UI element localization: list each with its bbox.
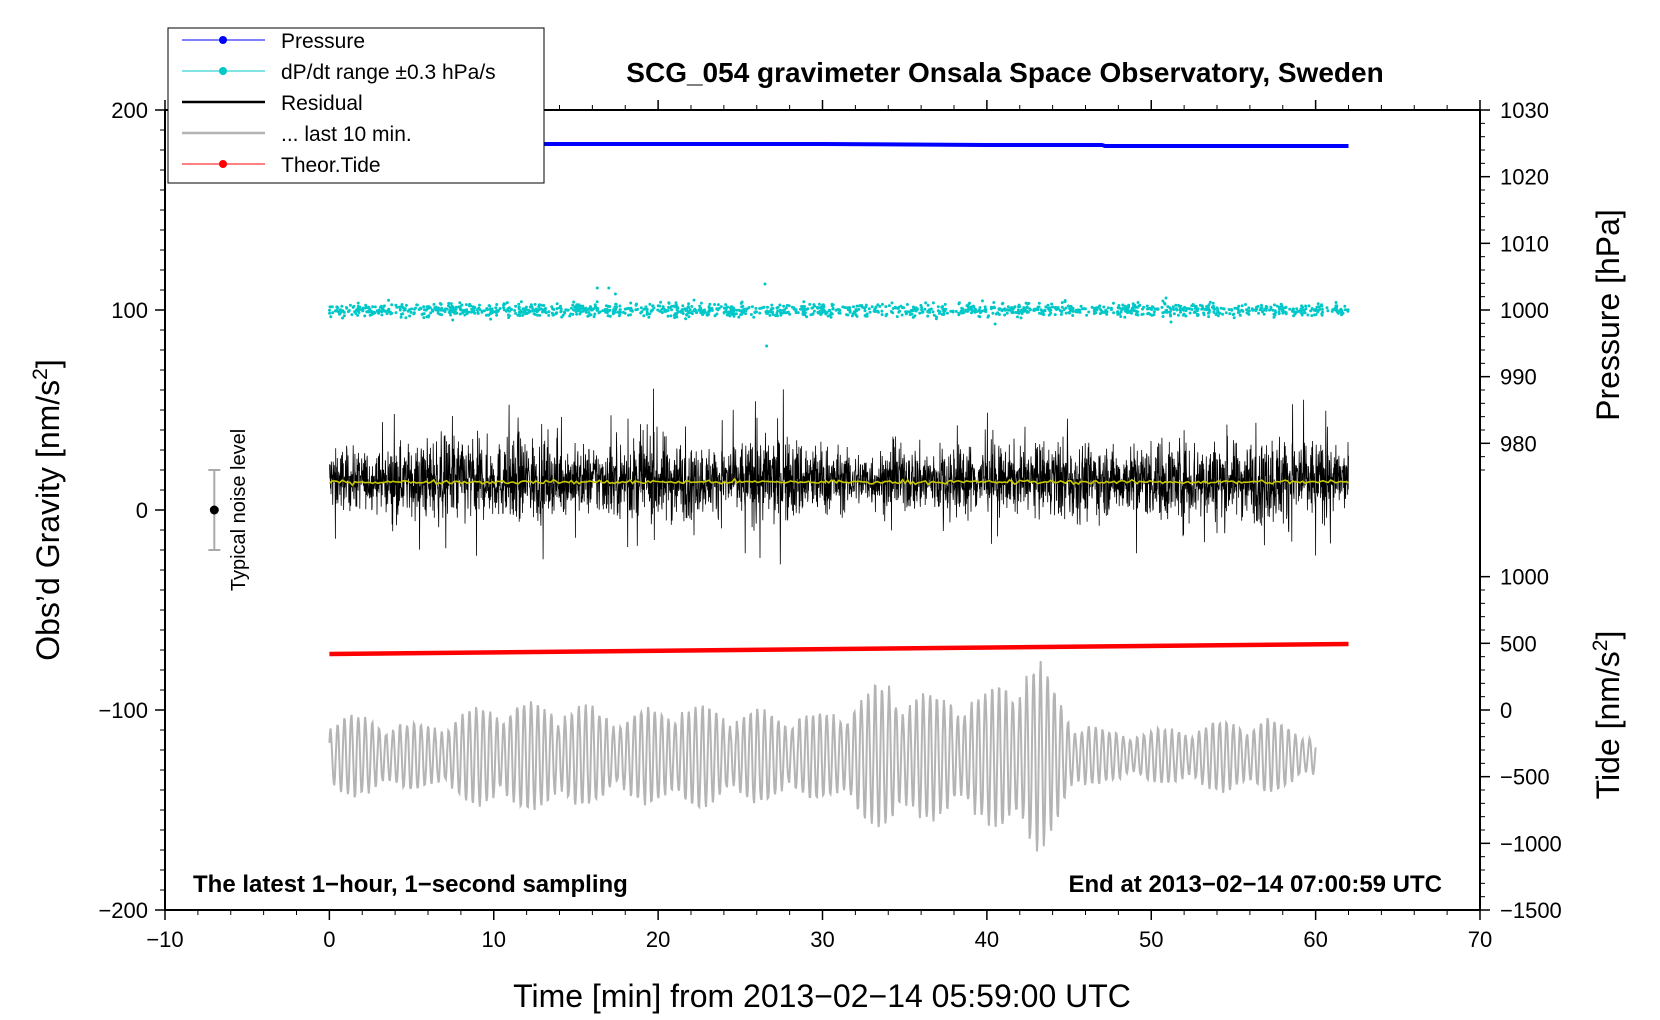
- pressure-tick-label: 1010: [1500, 231, 1549, 256]
- x-tick-label: 50: [1139, 927, 1163, 952]
- x-tick-label: −10: [146, 927, 183, 952]
- x-tick-label: 60: [1303, 927, 1327, 952]
- legend-label: Theor.Tide: [281, 154, 381, 177]
- tide-tick-label: 0: [1500, 698, 1512, 723]
- tide-tick-label: 500: [1500, 631, 1537, 656]
- pressure-line: [329, 142, 1349, 148]
- y-tick-label: −200: [98, 898, 148, 923]
- legend-label: Pressure: [281, 30, 365, 53]
- series-layer: [328, 142, 1350, 852]
- x-tick-label: 70: [1468, 927, 1492, 952]
- tide-tick-label: 1000: [1500, 565, 1549, 590]
- pressure-tick-label: 1030: [1500, 98, 1549, 123]
- y-tick-label: 200: [111, 98, 148, 123]
- residual-line: [329, 388, 1349, 565]
- noise-label: Typical noise level: [228, 429, 250, 591]
- x-tick-label: 30: [810, 927, 834, 952]
- x-tick-label: 10: [482, 927, 506, 952]
- legend-label: Residual: [281, 92, 363, 115]
- y-tick-label: −100: [98, 698, 148, 723]
- y-axis-title-main: Obs’d Gravity [nm/s: [30, 380, 66, 661]
- y-axis-title: Obs’d Gravity [nm/s2]: [29, 359, 66, 661]
- note-left: The latest 1−hour, 1−second sampling: [193, 871, 628, 898]
- tide-tick-label: −500: [1500, 765, 1550, 790]
- tide-axis-title-main: Tide [nm/s: [1590, 651, 1626, 799]
- chart-title: SCG_054 gravimeter Onsala Space Observat…: [626, 57, 1383, 88]
- pressure-tick-label: 1000: [1500, 298, 1549, 323]
- x-tick-label: 20: [646, 927, 670, 952]
- tide-axis-title-end: ]: [1590, 631, 1626, 640]
- legend-marker: [219, 36, 227, 44]
- y-tick-label: 0: [136, 498, 148, 523]
- last-10min-line: [328, 661, 1317, 852]
- x-axis-title: Time [min] from 2013−02−14 05:59:00 UTC: [513, 978, 1131, 1014]
- legend-label: ... last 10 min.: [281, 123, 412, 146]
- axes-layer: −10 0 10 20 30 40 50 60 70−200−10001002009809901…: [98, 98, 1561, 952]
- legend-label: dP/dt range ±0.3 hPa/s: [281, 61, 496, 84]
- pressure-tick-label: 1020: [1500, 165, 1549, 190]
- y-tick-label: 100: [111, 298, 148, 323]
- note-right: End at 2013−02−14 07:00:59 UTC: [1068, 871, 1442, 898]
- mean-line: [328, 477, 1349, 487]
- legend-marker: [219, 67, 227, 75]
- tide-tick-label: −1000: [1500, 831, 1562, 856]
- x-tick-label: 40: [975, 927, 999, 952]
- legend-box: [167, 27, 545, 184]
- tide-axis-title-sup: 2: [1589, 640, 1612, 652]
- tide-axis-title: Tide [nm/s2]: [1589, 631, 1626, 800]
- noise-indicator: Typical noise level: [208, 429, 250, 591]
- legend: Pressure dP/dt range ±0.3 hPa/s Residual..…: [167, 27, 545, 184]
- y-axis-title-sup: 2: [29, 368, 52, 380]
- pressure-axis-title: Pressure [hPa]: [1590, 209, 1626, 421]
- y-axis-title-end: ]: [30, 359, 66, 368]
- tide-line: [329, 641, 1349, 657]
- pressure-tick-label: 990: [1500, 365, 1537, 390]
- pressure-tick-label: 980: [1500, 431, 1537, 456]
- legend-marker: [219, 160, 227, 168]
- noise-center-dot: [209, 505, 219, 515]
- x-tick-label: 0: [323, 927, 335, 952]
- tide-tick-label: −1500: [1500, 898, 1562, 923]
